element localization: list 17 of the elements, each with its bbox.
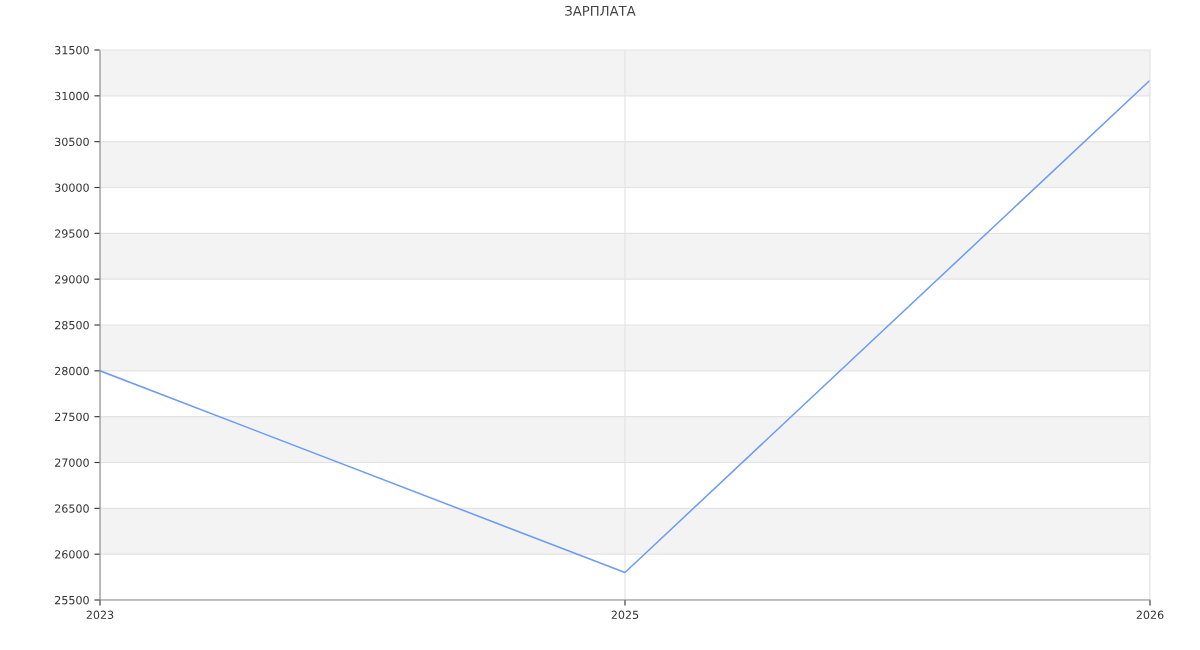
y-tick-label: 25500	[55, 595, 89, 605]
y-tick-label: 28000	[55, 366, 89, 376]
x-tick-label: 2025	[611, 610, 639, 620]
x-tick-label: 2023	[86, 610, 114, 620]
y-tick-label: 30000	[55, 183, 89, 192]
chart-title: ЗАРПЛАТА	[565, 5, 636, 16]
y-tick-label: 27500	[55, 412, 89, 422]
y-tick-label: 27000	[55, 458, 89, 467]
y-tick-label: 26500	[55, 504, 89, 513]
y-tick-label: 31500	[55, 45, 89, 55]
y-tick-label: 30500	[55, 137, 89, 147]
y-tick-label: 26000	[55, 550, 89, 559]
y-tick-label: 29500	[55, 229, 89, 238]
y-tick-label: 29000	[55, 275, 89, 284]
y-tick-label: 28500	[55, 320, 89, 330]
y-tick-label: 31000	[55, 91, 89, 101]
x-tick-label: 2026	[1136, 610, 1164, 620]
